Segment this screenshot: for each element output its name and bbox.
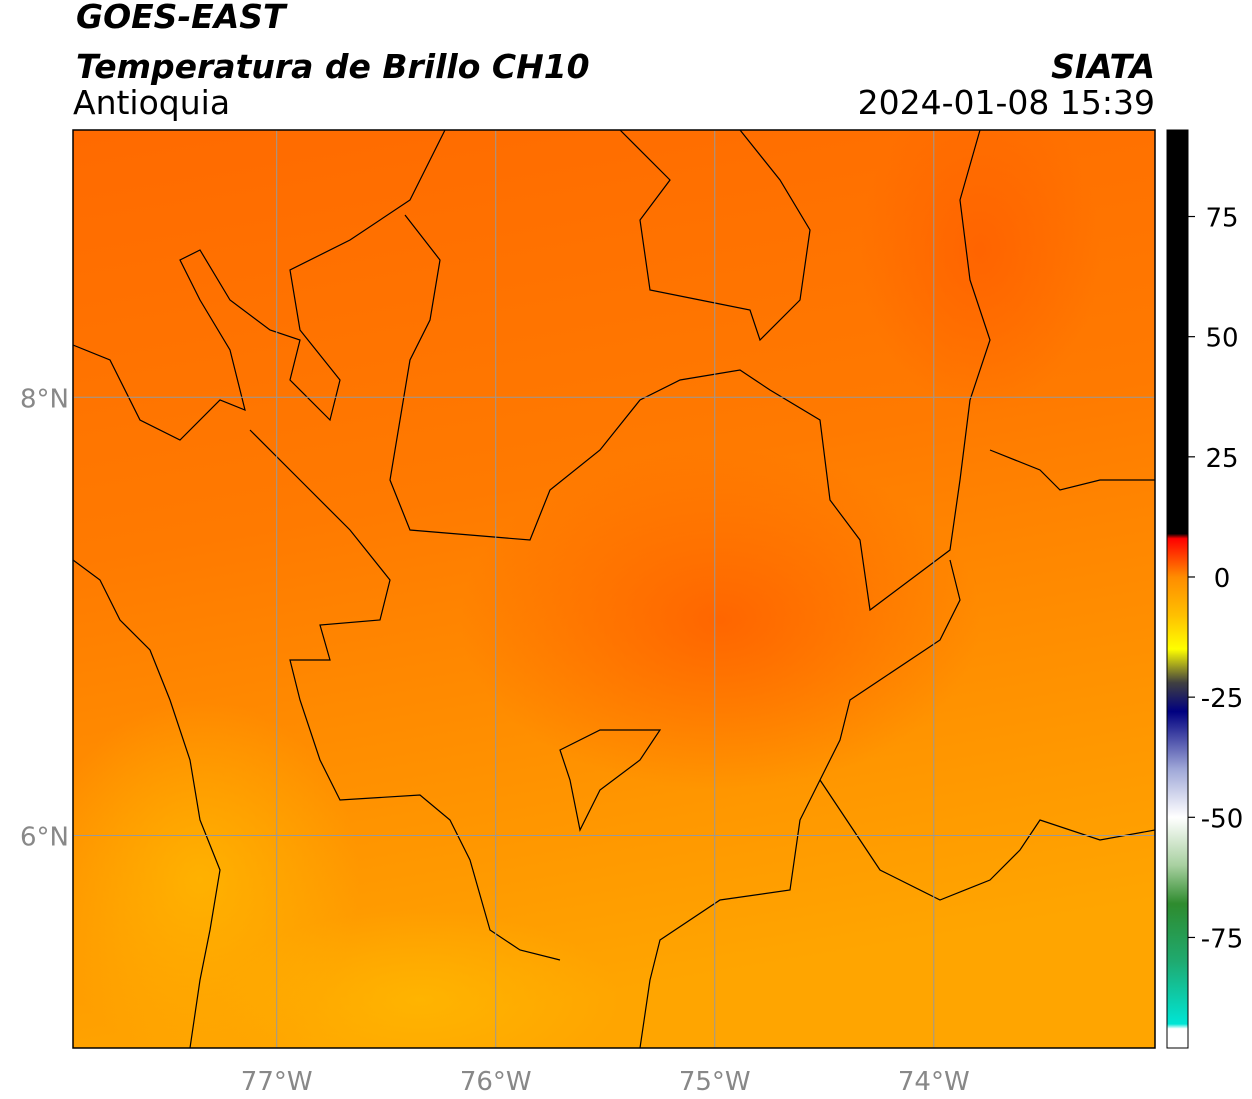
x-tick-label: 77°W <box>241 1067 313 1097</box>
border <box>559 729 662 832</box>
map-field <box>860 130 1100 410</box>
colorbar-tick-label: 75 <box>1205 204 1238 234</box>
colorbar-tick-label: 0 <box>1214 564 1231 594</box>
colorbar-tick-label: 50 <box>1205 324 1238 354</box>
colorbar-tick-label: 25 <box>1205 444 1238 474</box>
region: Antioquia <box>73 83 230 122</box>
map-field <box>73 700 360 1048</box>
border <box>819 779 1155 901</box>
source: SIATA <box>1051 47 1155 86</box>
colorbar-tick-label: -25 <box>1201 684 1243 714</box>
x-tick-label: 74°W <box>898 1067 970 1097</box>
border <box>249 429 561 961</box>
map-image <box>73 130 1155 1048</box>
x-tick-label: 76°W <box>460 1067 532 1097</box>
colorbar-tick-label: -75 <box>1201 924 1243 954</box>
timestamp: 2024-01-08 15:39 <box>858 83 1155 122</box>
map-frame <box>72 129 1156 1049</box>
y-tick-label: 8°N <box>20 384 69 414</box>
colorbar-tick-label: -50 <box>1201 804 1243 834</box>
border <box>989 449 1155 491</box>
title: GOES-EAST <box>76 0 288 36</box>
coastline <box>73 559 221 1048</box>
colorbar <box>1166 129 1189 1049</box>
subtitle: Temperatura de Brillo CH10 <box>76 47 590 86</box>
coastline <box>73 130 446 441</box>
y-tick-label: 6°N <box>20 822 69 852</box>
border <box>389 130 991 612</box>
x-tick-label: 75°W <box>679 1067 751 1097</box>
border <box>619 130 811 342</box>
map-field <box>460 450 980 790</box>
